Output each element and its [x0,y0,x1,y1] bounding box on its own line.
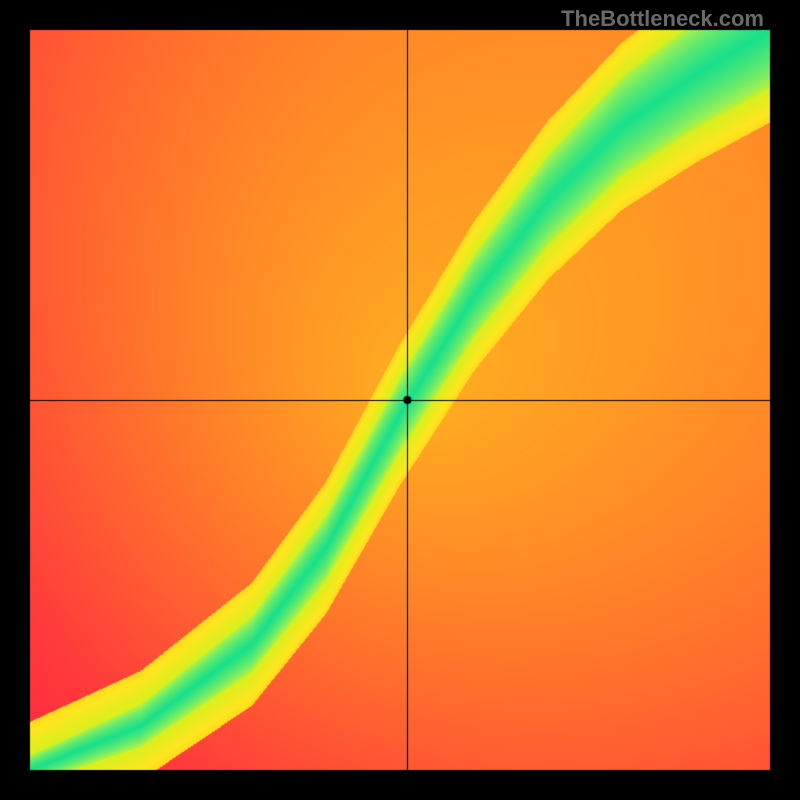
bottleneck-heatmap [0,0,800,800]
watermark-text: TheBottleneck.com [561,6,764,32]
chart-container: { "watermark": { "text": "TheBottleneck.… [0,0,800,800]
